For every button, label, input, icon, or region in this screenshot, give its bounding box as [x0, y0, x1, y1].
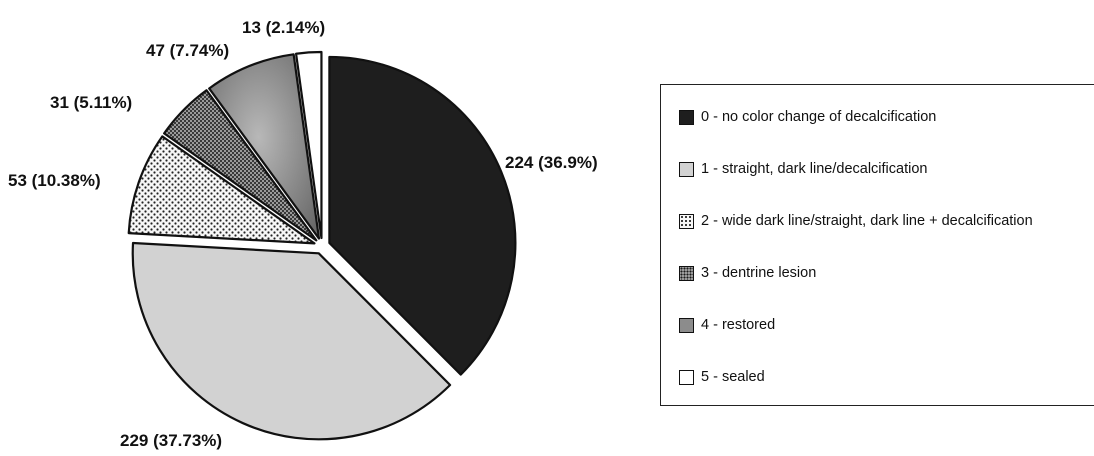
legend-swatch-5: [679, 369, 694, 385]
pie-slice-4: [208, 53, 321, 240]
legend-label-0: 0 - no color change of decalcification: [701, 109, 937, 125]
legend-item-1: 1 - straight, dark line/decalcification: [679, 159, 927, 179]
pie-slice-2: [127, 135, 316, 245]
legend-swatch-0: [679, 109, 694, 125]
pie-chart: 224 (36.9%) 229 (37.73%) 53 (10.38%) 31 (5.…: [8, 18, 598, 450]
legend-swatch-3: [679, 265, 694, 281]
legend-label-2: 2 - wide dark line/straight, dark line +…: [701, 213, 1033, 229]
slice-label-4: 47 (7.74%): [146, 41, 229, 60]
legend-label-1: 1 - straight, dark line/decalcification: [701, 161, 928, 177]
legend-item-0: 0 - no color change of decalcification: [679, 107, 936, 127]
pie-slice-3: [163, 89, 318, 242]
legend-swatch-4: [679, 317, 694, 333]
legend: 0 - no color change of decalcification 1…: [660, 84, 1094, 406]
legend-label-5: 5 - sealed: [701, 369, 765, 385]
pie-slice-0: [328, 55, 517, 376]
legend-label-4: 4 - restored: [701, 317, 776, 333]
legend-item-5: 5 - sealed: [679, 367, 765, 387]
pie-slice-5: [294, 50, 323, 240]
slice-label-2: 53 (10.38%): [8, 171, 101, 190]
legend-swatch-2: [679, 213, 694, 229]
legend-label-3: 3 - dentrine lesion: [701, 265, 817, 281]
slice-label-0: 224 (36.9%): [505, 153, 598, 172]
pie-slice-1: [131, 241, 452, 441]
slice-label-5: 13 (2.14%): [242, 18, 325, 37]
legend-item-3: 3 - dentrine lesion: [679, 263, 816, 283]
legend-item-4: 4 - restored: [679, 315, 775, 335]
slice-label-3: 31 (5.11%): [50, 93, 132, 112]
legend-swatch-1: [679, 161, 694, 177]
legend-item-2: 2 - wide dark line/straight, dark line +…: [679, 211, 1033, 231]
slice-label-1: 229 (37.73%): [120, 431, 222, 450]
